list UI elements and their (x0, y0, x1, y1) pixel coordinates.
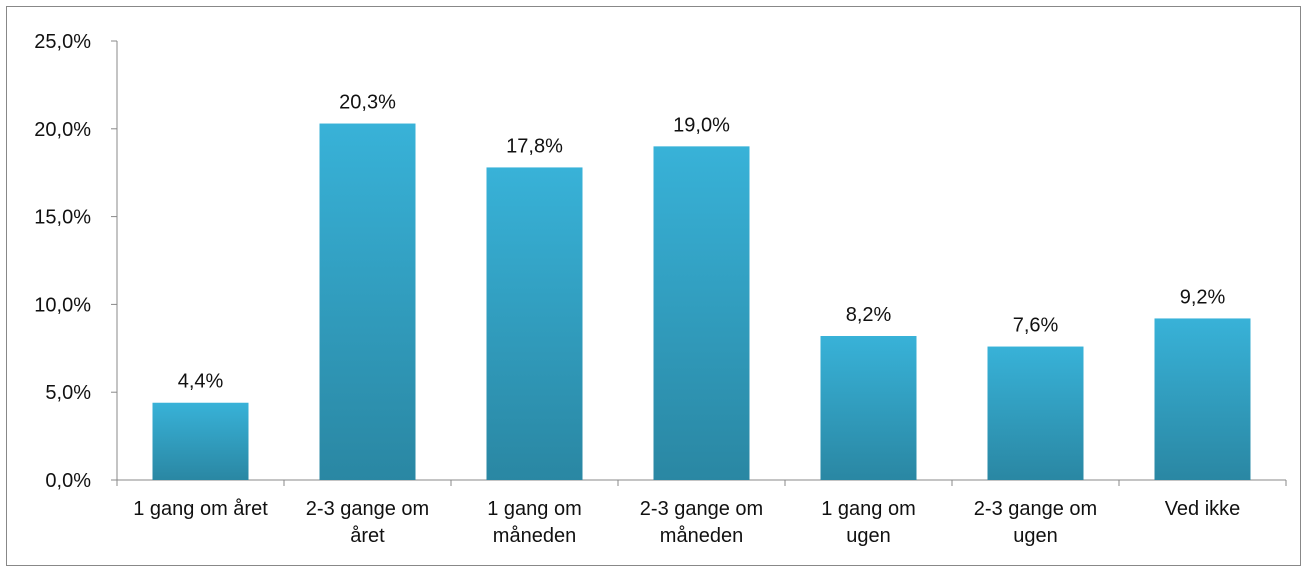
y-tick-label: 20,0% (34, 119, 91, 141)
x-category-label: 2-3 gange om (306, 498, 429, 520)
bar (486, 167, 583, 480)
y-tick-label: 5,0% (45, 382, 91, 404)
x-category-label: 1 gang om året (133, 498, 268, 520)
data-label: 19,0% (673, 114, 730, 136)
x-category-label: 2-3 gange om (974, 498, 1097, 520)
x-category-label: Ved ikke (1165, 498, 1241, 520)
y-tick-label: 0,0% (45, 470, 91, 492)
data-label: 4,4% (178, 371, 224, 393)
x-category-label: 1 gang om (487, 498, 582, 520)
bar (319, 123, 416, 481)
x-category-label: 1 gang om (821, 498, 916, 520)
bar (820, 336, 917, 480)
y-tick-label: 15,0% (34, 207, 91, 229)
bar (653, 146, 750, 481)
data-label: 7,6% (1013, 315, 1059, 337)
y-tick-label: 10,0% (34, 294, 91, 316)
x-category-label: måneden (660, 525, 743, 547)
data-label: 20,3% (339, 92, 396, 114)
data-label: 17,8% (506, 135, 563, 157)
bar (152, 402, 249, 480)
bar (1154, 318, 1251, 480)
bar (987, 346, 1084, 480)
data-label: 9,2% (1180, 286, 1226, 308)
x-category-label: 2-3 gange om (640, 498, 763, 520)
x-category-label: året (350, 525, 385, 547)
data-label: 8,2% (846, 304, 892, 326)
x-category-label: ugen (846, 525, 891, 547)
x-category-label: ugen (1013, 525, 1058, 547)
x-category-label: måneden (493, 525, 576, 547)
y-tick-label: 25,0% (34, 31, 91, 53)
